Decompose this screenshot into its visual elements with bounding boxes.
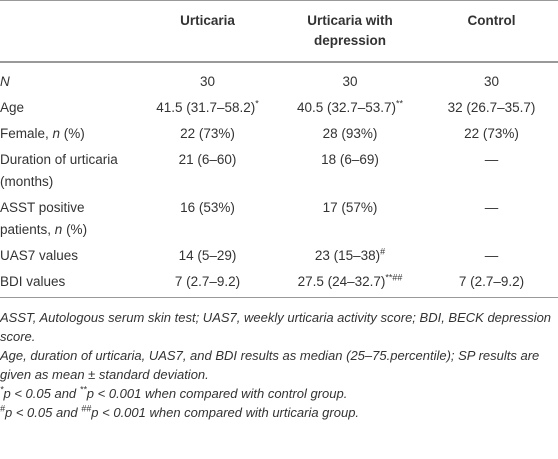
- table-cell: 7 (2.7–9.2): [140, 269, 275, 298]
- text: (%): [60, 126, 85, 141]
- italic-text: n: [52, 126, 61, 141]
- text: p < 0.001 when compared with control gro…: [86, 386, 348, 401]
- italic-text: n: [54, 222, 63, 237]
- superscript: #: [0, 403, 6, 414]
- text: p < 0.001 when compared with urticaria g…: [91, 405, 360, 420]
- table-row: ASST positive patients, n (%) 16 (53%) 17 …: [0, 195, 558, 243]
- text: BDI values: [0, 274, 66, 289]
- text: 23 (15–38): [314, 248, 381, 263]
- text: 41.5 (31.7–58.2): [156, 100, 256, 115]
- text: Age, duration of urticaria, UAS7, and BD…: [0, 348, 540, 382]
- text: 22 (73%): [180, 126, 235, 141]
- table-cell: 22 (73%): [425, 121, 558, 147]
- row-label: Duration of urticaria (months): [0, 147, 140, 195]
- text: 7 (2.7–9.2): [458, 274, 525, 289]
- table: Urticaria Urticaria with depression Contro…: [0, 0, 558, 298]
- table-cell: 16 (53%): [140, 195, 275, 243]
- table-cell: 14 (5–29): [140, 243, 275, 269]
- text: 27.5 (24–32.7): [297, 274, 386, 289]
- table-row: BDI values 7 (2.7–9.2) 27.5 (24–32.7)**## 7…: [0, 269, 558, 298]
- footnotes: ASST, Autologous serum skin test; UAS7, …: [0, 308, 558, 422]
- table-cell: 17 (57%): [275, 195, 425, 243]
- row-label: UAS7 values: [0, 243, 140, 269]
- table-cell: 7 (2.7–9.2): [425, 269, 558, 298]
- text: UAS7 values: [0, 248, 79, 263]
- column-header: Urticaria with depression: [275, 0, 425, 63]
- superscript: **##: [385, 272, 403, 283]
- text: —: [484, 200, 499, 215]
- table-cell: —: [425, 243, 558, 269]
- superscript: *: [0, 384, 4, 395]
- table-cell: 40.5 (32.7–53.7)**: [275, 95, 425, 121]
- text: 21 (6–60): [178, 152, 237, 167]
- superscript: ##: [81, 403, 92, 414]
- header-row: Urticaria Urticaria with depression Contro…: [0, 0, 558, 63]
- table-row: Female, n (%) 22 (73%) 28 (93%) 22 (73%): [0, 121, 558, 147]
- table-cell: 28 (93%): [275, 121, 425, 147]
- table-row: Duration of urticaria (months) 21 (6–60) 1…: [0, 147, 558, 195]
- text: Female,: [0, 126, 53, 141]
- table-row: Age 41.5 (31.7–58.2)* 40.5 (32.7–53.7)** 32…: [0, 95, 558, 121]
- table-body: N 30 30 30 Age 41.5 (31.7–58.2)* 40.5 (32.7–53…: [0, 62, 558, 298]
- text: —: [484, 248, 499, 263]
- row-label: ASST positive patients, n (%): [0, 195, 140, 243]
- footnote: #p < 0.05 and ##p < 0.001 when compared …: [0, 403, 558, 422]
- superscript: **: [79, 384, 87, 395]
- table-cell: 41.5 (31.7–58.2)*: [140, 95, 275, 121]
- text: 28 (93%): [322, 126, 378, 141]
- text: —: [484, 152, 499, 167]
- text: p < 0.05 and: [5, 405, 82, 420]
- text: 30: [199, 74, 216, 89]
- row-label: N: [0, 62, 140, 95]
- table-cell: 22 (73%): [140, 121, 275, 147]
- text: 22 (73%): [464, 126, 519, 141]
- footnote: *p < 0.05 and **p < 0.001 when compared …: [0, 384, 558, 403]
- text: 40.5 (32.7–53.7): [296, 100, 397, 115]
- table-cell: 30: [275, 62, 425, 95]
- superscript: **: [396, 98, 404, 109]
- superscript: *: [255, 98, 259, 109]
- table-row: N 30 30 30: [0, 62, 558, 95]
- table-cell: 32 (26.7–35.7): [425, 95, 558, 121]
- text: 30: [483, 74, 500, 89]
- text: ASST, Autologous serum skin test; UAS7, …: [0, 310, 552, 344]
- italic-text: N: [0, 74, 10, 89]
- text: (%): [62, 222, 88, 237]
- text: Duration of urticaria (months): [0, 152, 118, 189]
- text: p < 0.05 and: [3, 386, 80, 401]
- text: 14 (5–29): [178, 248, 237, 263]
- footnote: Age, duration of urticaria, UAS7, and BD…: [0, 346, 558, 384]
- text: 7 (2.7–9.2): [174, 274, 241, 289]
- table-row: UAS7 values 14 (5–29) 23 (15–38)# —: [0, 243, 558, 269]
- row-label: Age: [0, 95, 140, 121]
- table-cell: 30: [140, 62, 275, 95]
- table-cell: 30: [425, 62, 558, 95]
- table-cell: 23 (15–38)#: [275, 243, 425, 269]
- text: 17 (57%): [322, 200, 378, 215]
- text: Age: [0, 100, 25, 115]
- footnote: ASST, Autologous serum skin test; UAS7, …: [0, 308, 558, 346]
- text: 32 (26.7–35.7): [447, 100, 536, 115]
- column-header: Control: [425, 0, 558, 63]
- header-cell: [0, 0, 140, 63]
- column-header: Urticaria: [140, 0, 275, 63]
- text: 16 (53%): [180, 200, 235, 215]
- text: 30: [342, 74, 358, 89]
- table-cell: —: [425, 195, 558, 243]
- superscript: #: [380, 246, 386, 257]
- table-cell: 18 (6–69): [275, 147, 425, 195]
- row-label: Female, n (%): [0, 121, 140, 147]
- table-cell: 27.5 (24–32.7)**##: [275, 269, 425, 298]
- row-label: BDI values: [0, 269, 140, 298]
- table-cell: 21 (6–60): [140, 147, 275, 195]
- text: 18 (6–69): [321, 152, 379, 167]
- table-cell: —: [425, 147, 558, 195]
- text: ASST positive patients,: [0, 200, 85, 237]
